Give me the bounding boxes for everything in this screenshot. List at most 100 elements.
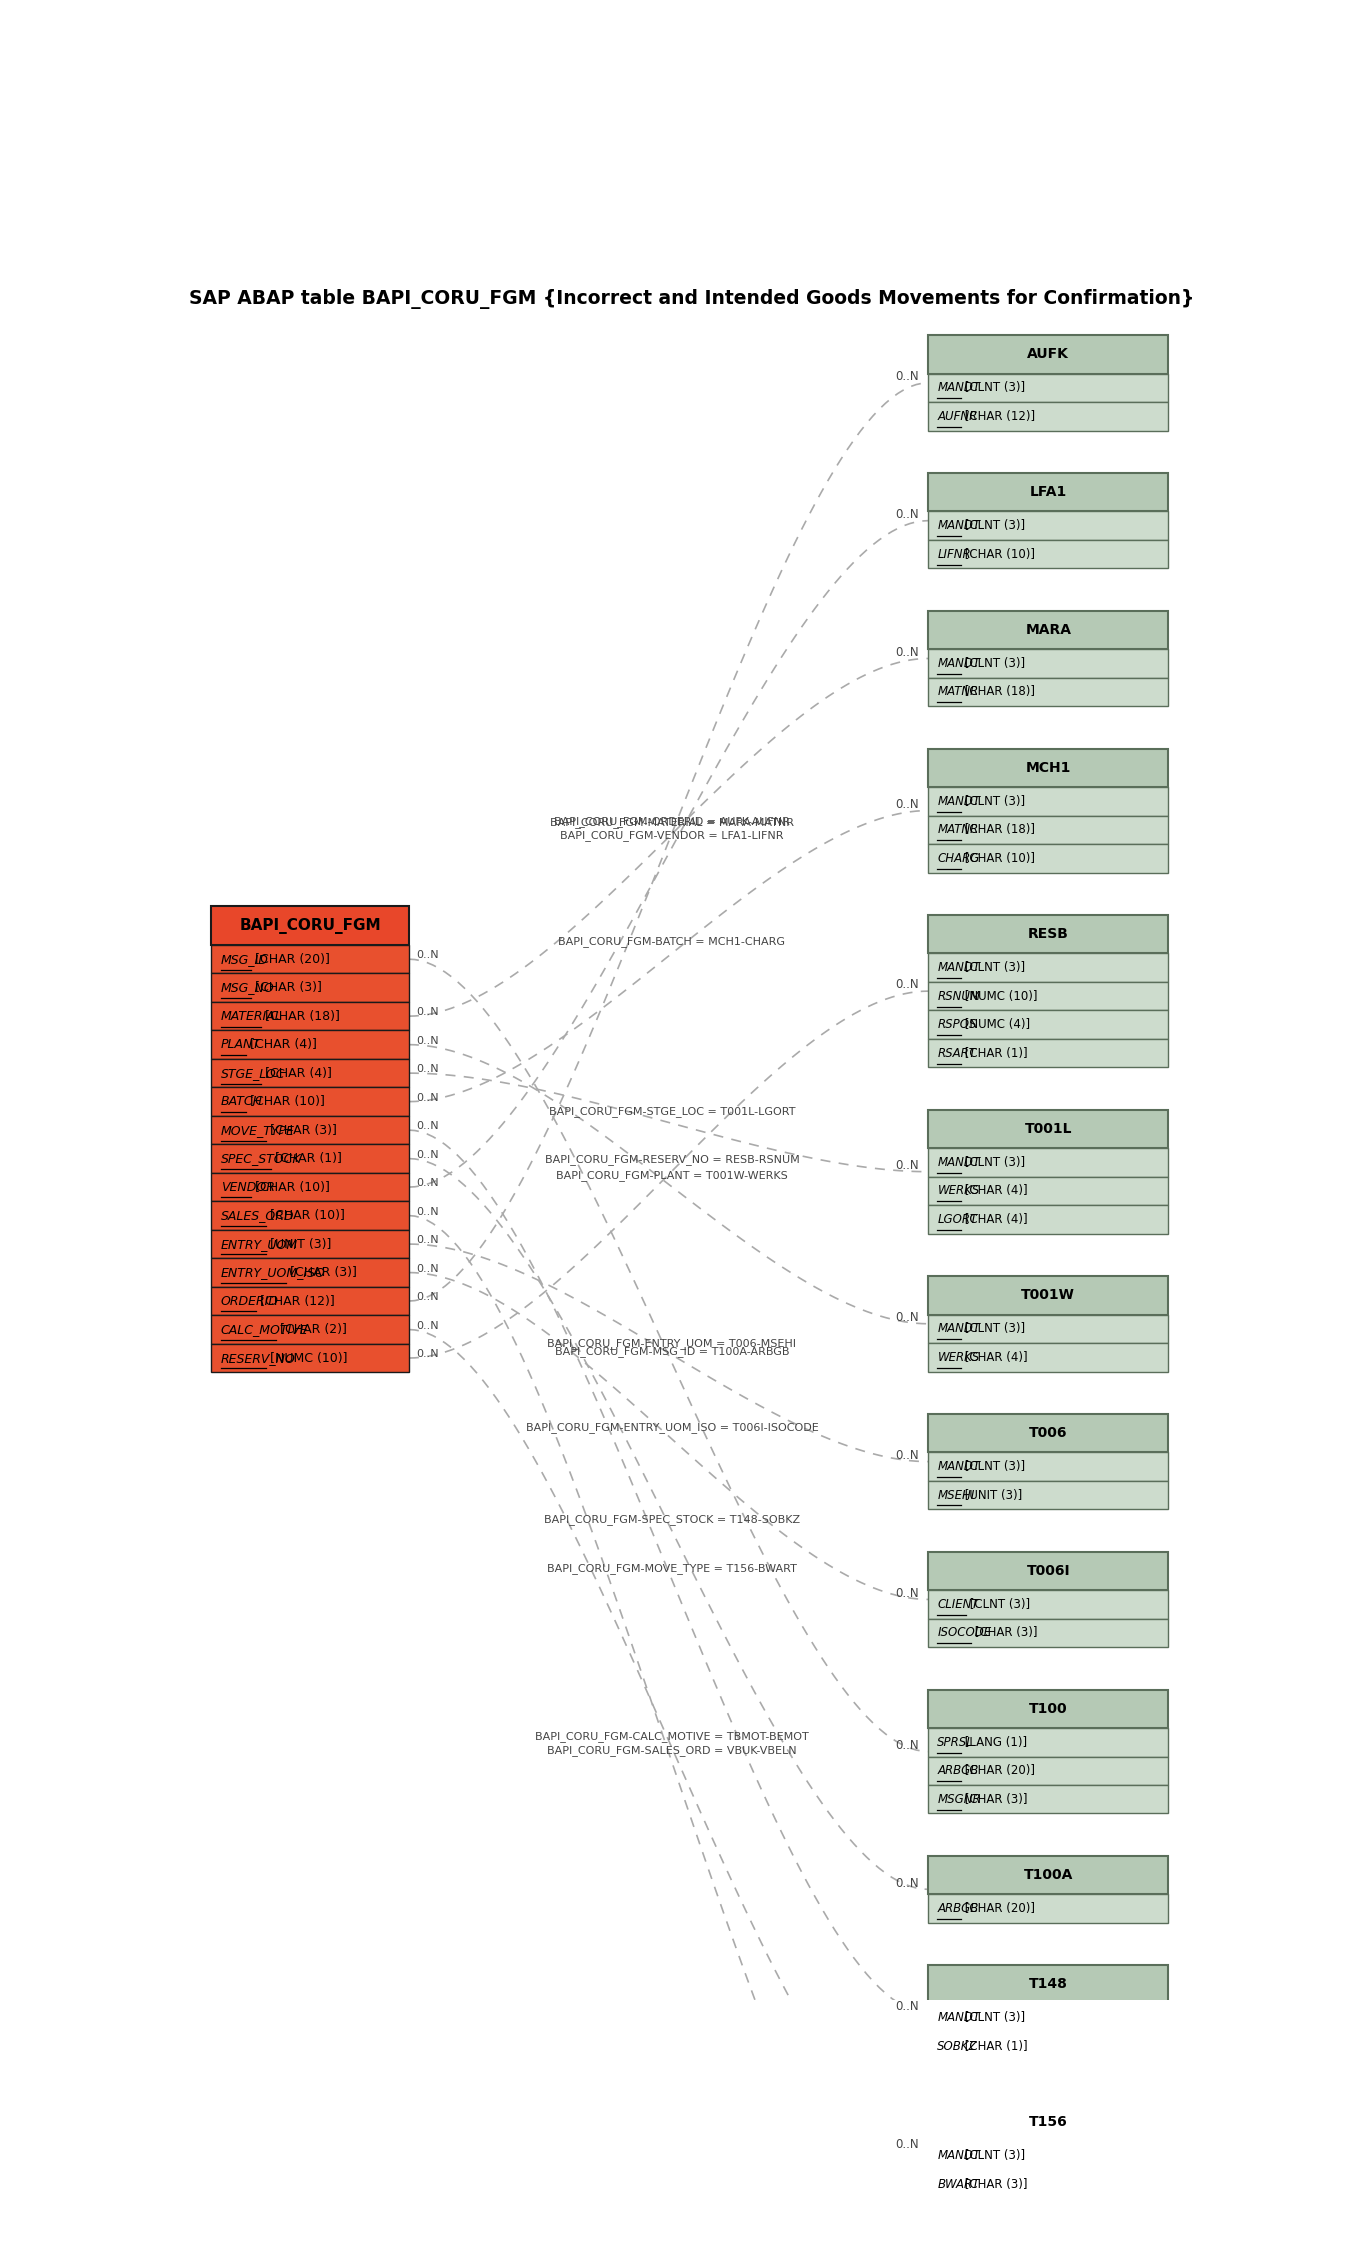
Text: 0..N: 0..N — [896, 1876, 919, 1890]
Text: BAPI_CORU_FGM: BAPI_CORU_FGM — [239, 917, 380, 935]
Text: [CHAR (1)]: [CHAR (1)] — [271, 1153, 341, 1166]
Text: RSNUM: RSNUM — [938, 989, 981, 1002]
Text: RESB: RESB — [1028, 928, 1068, 941]
Text: MANDT: MANDT — [938, 382, 981, 393]
Bar — [212, 1117, 409, 1144]
Bar — [212, 946, 409, 973]
Bar — [928, 1148, 1168, 1177]
Bar — [928, 982, 1168, 1011]
Text: BATCH: BATCH — [220, 1094, 263, 1108]
Text: [CHAR (1)]: [CHAR (1)] — [960, 2040, 1028, 2054]
Text: T148: T148 — [1029, 1977, 1067, 1991]
Bar — [928, 1690, 1168, 1728]
Text: MANDT: MANDT — [938, 2148, 981, 2162]
Text: [CLNT (3)]: [CLNT (3)] — [960, 382, 1025, 393]
Text: [LANG (1)]: [LANG (1)] — [960, 1735, 1028, 1748]
Text: [CHAR (10)]: [CHAR (10)] — [251, 1180, 329, 1193]
Text: [CHAR (4)]: [CHAR (4)] — [960, 1350, 1028, 1364]
Bar — [928, 2171, 1168, 2198]
Text: 0..N: 0..N — [896, 798, 919, 811]
Text: [CLNT (3)]: [CLNT (3)] — [960, 656, 1025, 670]
Text: 0..N: 0..N — [417, 1263, 440, 1274]
Bar — [928, 953, 1168, 982]
Text: SPEC_STOCK: SPEC_STOCK — [220, 1153, 301, 1166]
Text: 0..N: 0..N — [896, 2139, 919, 2150]
Bar — [212, 1314, 409, 1344]
Text: 0..N: 0..N — [417, 1177, 440, 1189]
Bar — [928, 2240, 1168, 2247]
Text: MATERIAL: MATERIAL — [220, 1009, 282, 1022]
Bar — [212, 1144, 409, 1173]
Text: [NUMC (10)]: [NUMC (10)] — [960, 989, 1037, 1002]
Text: MSG_NO: MSG_NO — [220, 982, 274, 993]
Bar — [928, 1413, 1168, 1452]
Text: 0..N: 0..N — [896, 371, 919, 384]
Bar — [928, 2031, 1168, 2060]
Text: 0..N: 0..N — [417, 1236, 440, 1245]
Text: [CLNT (3)]: [CLNT (3)] — [966, 1598, 1031, 1611]
Text: [CHAR (4)]: [CHAR (4)] — [246, 1038, 317, 1052]
Bar — [212, 1088, 409, 1117]
Text: [CLNT (3)]: [CLNT (3)] — [960, 962, 1025, 975]
Text: 0..N: 0..N — [417, 1092, 440, 1103]
Text: BAPI_CORU_FGM-RESERV_NO = RESB-RSNUM: BAPI_CORU_FGM-RESERV_NO = RESB-RSNUM — [545, 1155, 800, 1164]
Text: [CHAR (20)]: [CHAR (20)] — [251, 953, 329, 966]
Text: MANDT: MANDT — [938, 1461, 981, 1474]
Text: [CHAR (10)]: [CHAR (10)] — [960, 852, 1035, 865]
Text: PLANT: PLANT — [220, 1038, 260, 1052]
Bar — [928, 1314, 1168, 1344]
Text: 0..N: 0..N — [417, 1321, 440, 1330]
Text: [CHAR (3)]: [CHAR (3)] — [286, 1265, 356, 1279]
Text: [CHAR (4)]: [CHAR (4)] — [960, 1213, 1028, 1227]
Bar — [928, 1038, 1168, 1067]
Bar — [212, 1344, 409, 1373]
Text: CLIENT: CLIENT — [938, 1598, 979, 1611]
Text: [CHAR (3)]: [CHAR (3)] — [266, 1124, 337, 1137]
Bar — [928, 679, 1168, 706]
Bar — [928, 915, 1168, 953]
Text: BAPI_CORU_FGM-VENDOR = LFA1-LIFNR: BAPI_CORU_FGM-VENDOR = LFA1-LIFNR — [560, 831, 784, 840]
Text: [CHAR (18)]: [CHAR (18)] — [960, 822, 1035, 836]
Text: [CHAR (12)]: [CHAR (12)] — [960, 409, 1035, 422]
Bar — [928, 402, 1168, 431]
Text: T100A: T100A — [1024, 1867, 1072, 1883]
Text: BAPI_CORU_FGM-SPEC_STOCK = T148-SOBKZ: BAPI_CORU_FGM-SPEC_STOCK = T148-SOBKZ — [544, 1514, 800, 1526]
Text: WERKS: WERKS — [938, 1350, 979, 1364]
Text: T006I: T006I — [1027, 1564, 1070, 1577]
Text: [CHAR (10)]: [CHAR (10)] — [246, 1094, 325, 1108]
Bar — [928, 748, 1168, 786]
Bar — [928, 1553, 1168, 1591]
Text: [CLNT (3)]: [CLNT (3)] — [960, 795, 1025, 809]
Text: [CLNT (3)]: [CLNT (3)] — [960, 519, 1025, 533]
Text: [CHAR (4)]: [CHAR (4)] — [960, 1184, 1028, 1198]
Text: [CHAR (4)]: [CHAR (4)] — [260, 1067, 332, 1079]
Text: BAPI_CORU_FGM-MOVE_TYPE = T156-BWART: BAPI_CORU_FGM-MOVE_TYPE = T156-BWART — [546, 1564, 797, 1573]
Bar — [212, 1202, 409, 1229]
Text: 0..N: 0..N — [896, 977, 919, 991]
Text: [CHAR (3)]: [CHAR (3)] — [960, 2177, 1028, 2191]
Text: [CHAR (10)]: [CHAR (10)] — [266, 1209, 344, 1222]
Text: 0..N: 0..N — [896, 1586, 919, 1600]
Text: MANDT: MANDT — [938, 1321, 981, 1335]
Text: MANDT: MANDT — [938, 656, 981, 670]
Bar — [928, 1894, 1168, 1923]
Bar — [212, 1229, 409, 1258]
Text: MARA: MARA — [1025, 622, 1071, 636]
Text: [CHAR (20)]: [CHAR (20)] — [960, 1901, 1035, 1914]
Text: 0..N: 0..N — [417, 1036, 440, 1045]
Text: MATNR: MATNR — [938, 685, 978, 699]
Text: BAPI_CORU_FGM-ENTRY_UOM = T006-MSEHI: BAPI_CORU_FGM-ENTRY_UOM = T006-MSEHI — [548, 1337, 796, 1348]
Bar — [212, 906, 409, 946]
Text: T156: T156 — [1029, 2114, 1067, 2130]
Bar — [928, 1011, 1168, 1038]
Text: CALC_MOTIVE: CALC_MOTIVE — [220, 1323, 308, 1337]
Text: ISOCODE: ISOCODE — [938, 1627, 992, 1640]
Text: [CLNT (3)]: [CLNT (3)] — [960, 2148, 1025, 2162]
Text: ARBGB: ARBGB — [938, 1764, 978, 1777]
Bar — [212, 1173, 409, 1202]
Text: T006: T006 — [1029, 1427, 1067, 1440]
Bar — [928, 1728, 1168, 1757]
Text: MANDT: MANDT — [938, 795, 981, 809]
Bar — [928, 649, 1168, 679]
Text: RSART: RSART — [938, 1047, 977, 1061]
